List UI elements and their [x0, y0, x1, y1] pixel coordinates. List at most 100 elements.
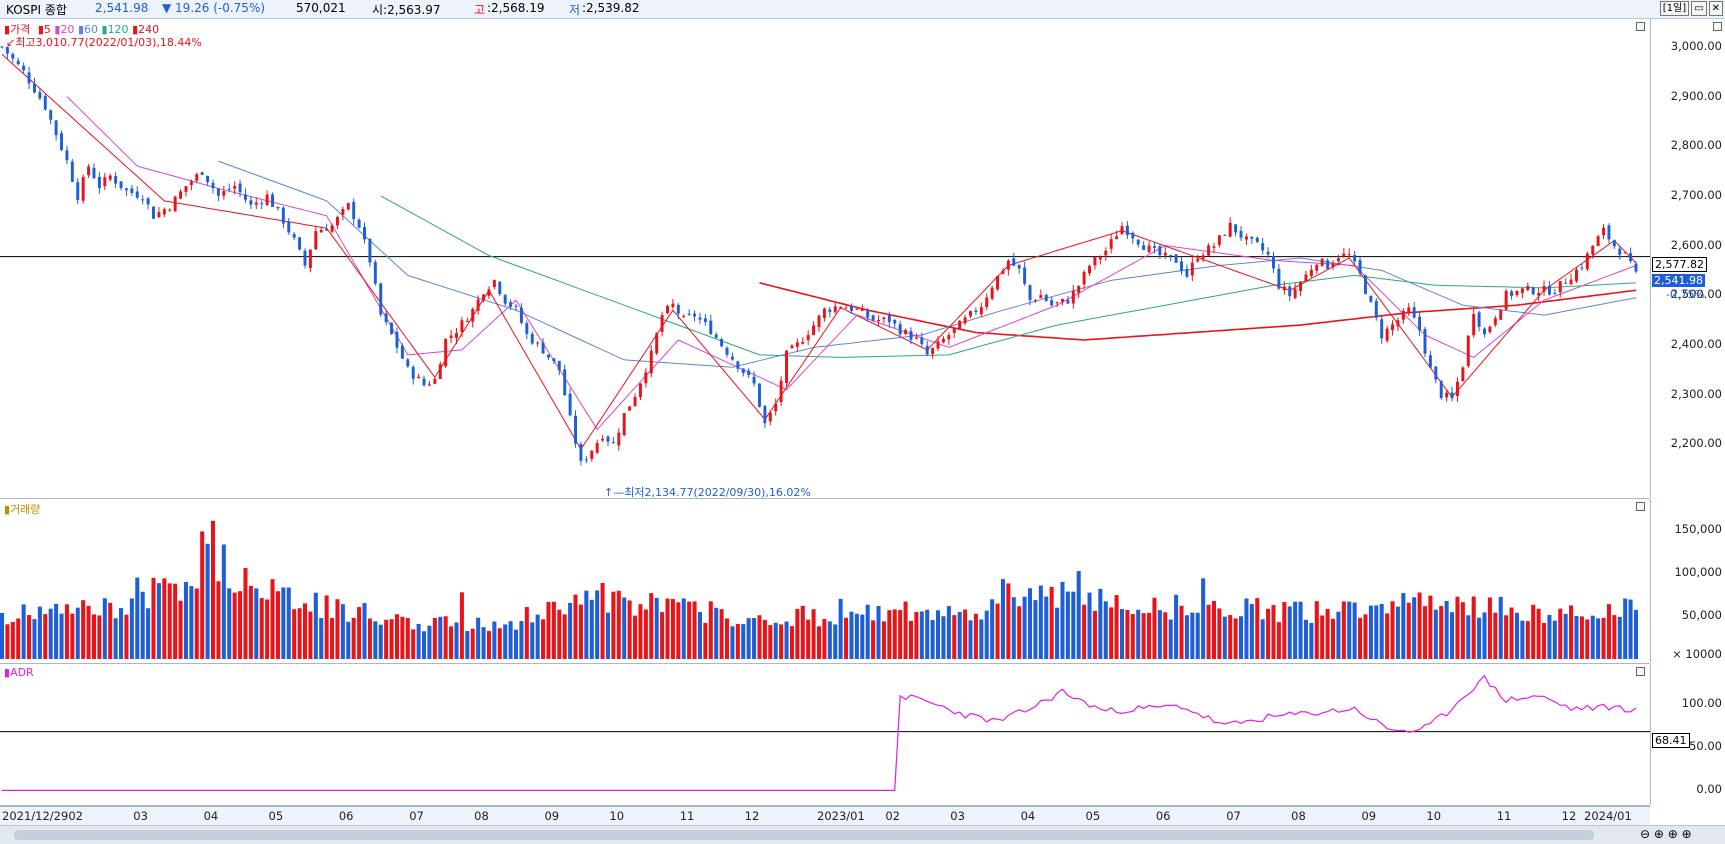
candle-body	[503, 294, 507, 304]
volume-bar	[990, 599, 995, 659]
candle-body	[1109, 239, 1113, 249]
volume-bar	[1477, 617, 1482, 659]
candle-body	[584, 459, 588, 461]
volume-bar	[881, 621, 886, 659]
volume-bar	[162, 578, 167, 659]
volume-bar	[762, 619, 767, 659]
candle-body	[152, 206, 155, 219]
price-panel[interactable]: ▮가격 ▮5 ▮20 ▮60 ▮120 ▮240 ↙최고3,010.77(202…	[0, 19, 1650, 499]
panel-maximize-icon[interactable]	[1713, 22, 1722, 31]
volume-minimize-icon[interactable]	[1636, 502, 1645, 511]
candle-body	[1255, 237, 1259, 242]
volume-bar	[1157, 610, 1162, 659]
candle-body	[449, 335, 453, 339]
candle-body	[357, 219, 361, 228]
restore-button[interactable]: ▭	[1691, 1, 1707, 16]
candle-body	[465, 321, 469, 323]
volume-bar	[113, 618, 118, 659]
candle-body	[1439, 380, 1443, 399]
candle-body	[877, 320, 880, 322]
candle-body	[1017, 264, 1021, 269]
volume-bar	[503, 624, 508, 659]
panel-minimize-icon[interactable]	[1636, 22, 1645, 31]
volume-bar	[146, 608, 151, 659]
candle-body	[1596, 236, 1600, 246]
close-button[interactable]: ✕	[1708, 1, 1723, 16]
candle-body	[525, 323, 529, 334]
candle-body	[611, 442, 615, 444]
volume-bar	[1000, 579, 1005, 659]
candle-body	[114, 176, 118, 184]
volume-bar	[1087, 592, 1092, 659]
volume-bar	[968, 620, 973, 659]
volume-bar	[822, 618, 827, 659]
volume-bar	[1531, 604, 1536, 659]
candle-body	[579, 444, 583, 461]
volume-bar	[806, 619, 811, 659]
volume-bar	[936, 610, 941, 659]
date-tick-label: 2024/01	[1584, 809, 1632, 823]
adr-line	[2, 674, 1637, 791]
candle-body	[860, 309, 864, 311]
open-price: 시:2,563.97	[372, 3, 441, 17]
candle-body	[887, 315, 891, 323]
candle-body	[1510, 291, 1514, 296]
price-tick-label: 2,600.00	[1670, 237, 1722, 252]
candle-body	[1185, 268, 1189, 277]
adr-minimize-icon[interactable]	[1636, 667, 1645, 676]
volume-bar	[1374, 605, 1379, 659]
volume-bar	[227, 588, 232, 659]
volume-bar	[1168, 619, 1173, 659]
volume-bar	[1504, 615, 1509, 659]
ma5-line	[1, 53, 1637, 451]
adr-panel[interactable]: ▮ADR	[0, 664, 1650, 806]
volume-bar	[405, 618, 410, 659]
candle-body	[1055, 302, 1059, 304]
volume-bar	[1439, 606, 1444, 659]
price-tick-label: 2,400.00	[1670, 336, 1722, 351]
candle-body	[390, 322, 394, 335]
volume-bar	[1433, 609, 1438, 659]
volume-bar	[849, 611, 854, 659]
candle-body	[108, 175, 112, 180]
volume-bar	[351, 617, 356, 659]
candle-body	[1142, 245, 1146, 250]
volume-bar	[1038, 585, 1043, 659]
candle-body	[5, 46, 9, 54]
legend-ma5: 5	[43, 23, 51, 36]
volume-bar	[925, 609, 930, 659]
candle-body	[1504, 290, 1508, 310]
candle-body	[882, 317, 886, 320]
candle-body	[92, 167, 96, 179]
candle-body	[893, 319, 897, 324]
volume-bar	[616, 590, 621, 659]
scrollbar-thumb[interactable]	[14, 830, 1594, 840]
volume-bar	[1255, 598, 1260, 659]
candle-body	[1623, 252, 1627, 254]
price-tick-label: 3,000.00	[1670, 38, 1722, 53]
zoom-controls[interactable]: ⊖ ⊕ ⊕ ⊕	[1640, 827, 1692, 841]
candle-body	[1450, 392, 1454, 399]
candle-body	[1423, 328, 1427, 354]
volume-bar	[1055, 607, 1060, 659]
volume-panel[interactable]: ▮거래량	[0, 499, 1650, 664]
candle-body	[1299, 282, 1303, 292]
candle-body	[1315, 264, 1319, 271]
candle-body	[963, 317, 967, 324]
period-button[interactable]: [1일]	[1659, 1, 1690, 16]
volume-bar	[1623, 598, 1628, 659]
legend-ma20: 20	[60, 23, 75, 36]
volume-bar	[654, 597, 659, 659]
candle-body	[1477, 312, 1481, 327]
candle-body	[595, 442, 599, 453]
candle-body	[1277, 268, 1281, 289]
horizontal-scrollbar[interactable]: ⊖ ⊕ ⊕ ⊕	[0, 825, 1725, 844]
volume-bar	[1217, 608, 1222, 659]
candle-body	[1234, 224, 1238, 233]
date-tick-label: 06	[338, 809, 354, 823]
candle-body	[952, 327, 956, 333]
date-tick-label: 10	[609, 809, 625, 823]
volume-bar	[789, 626, 794, 659]
volume-bar	[1525, 621, 1530, 659]
volume-bar	[562, 614, 567, 659]
